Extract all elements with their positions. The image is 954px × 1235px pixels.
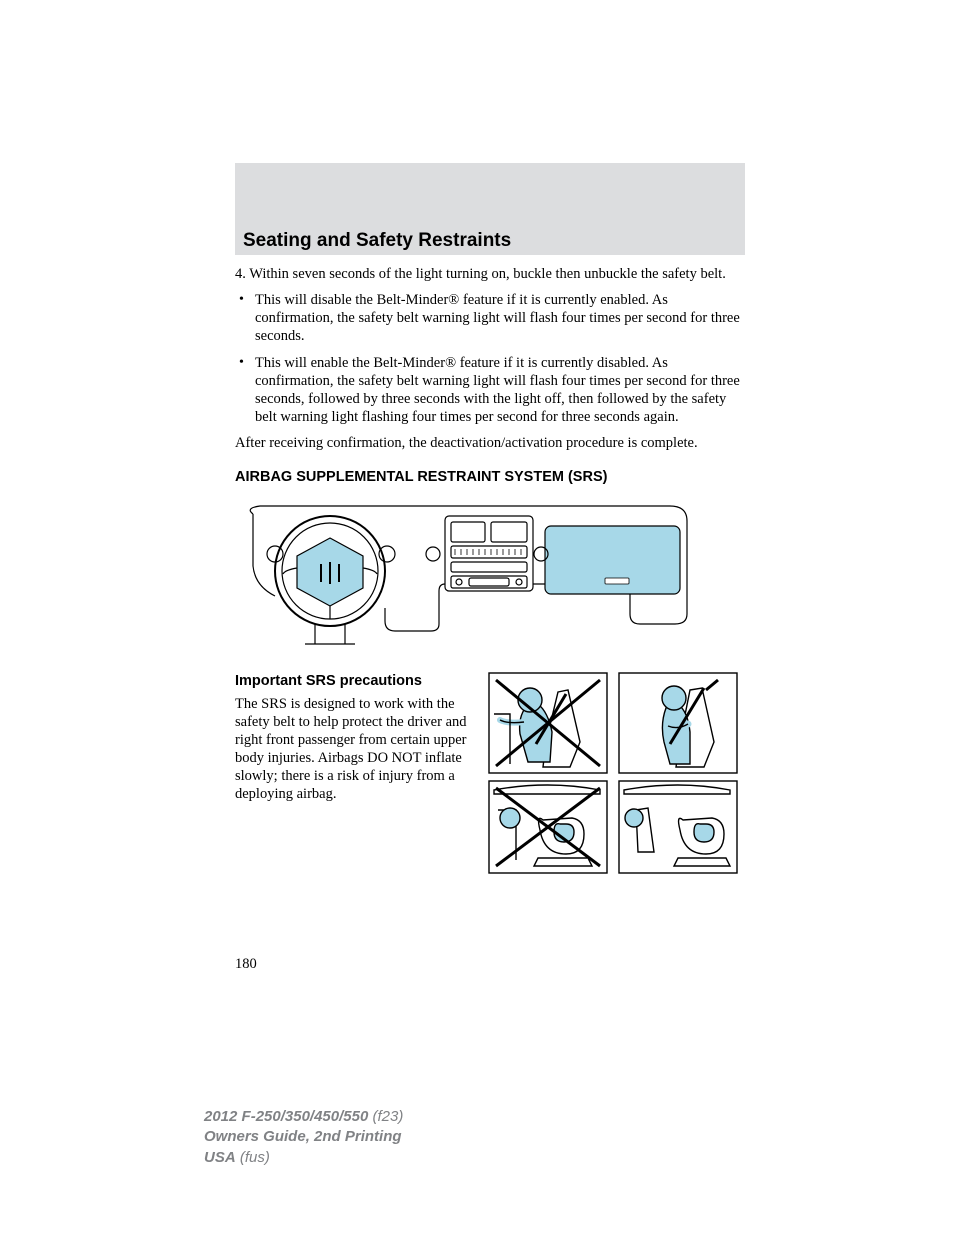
page-number: 180 — [235, 956, 257, 973]
section-heading-srs: AIRBAG SUPPLEMENTAL RESTRAINT SYSTEM (SR… — [235, 468, 745, 486]
bullet-disable: This will disable the Belt-Minder® featu… — [235, 291, 745, 345]
body-column: 4. Within seven seconds of the light tur… — [235, 265, 745, 882]
paragraph-confirm: After receiving confirmation, the deacti… — [235, 434, 745, 452]
bullet-enable: This will enable the Belt-Minder® featur… — [235, 354, 745, 427]
footer-code2: (fus) — [236, 1149, 270, 1166]
footer-region: USA — [204, 1149, 236, 1166]
dashboard-illustration — [235, 496, 695, 651]
srs-precaution-illustrations — [488, 672, 738, 882]
page-title: Seating and Safety Restraints — [243, 230, 511, 252]
bullet-list: This will disable the Belt-Minder® featu… — [235, 291, 745, 426]
srs-paragraph: The SRS is designed to work with the saf… — [235, 695, 470, 804]
footer: 2012 F-250/350/450/550 (f23) Owners Guid… — [204, 1107, 403, 1168]
page: Seating and Safety Restraints 4. Within … — [0, 0, 954, 1235]
srs-row: Important SRS precautions The SRS is des… — [235, 672, 745, 882]
srs-text-block: Important SRS precautions The SRS is des… — [235, 672, 470, 882]
paragraph-step4: 4. Within seven seconds of the light tur… — [235, 265, 745, 283]
srs-subheading: Important SRS precautions — [235, 672, 470, 690]
footer-line-2: Owners Guide, 2nd Printing — [204, 1127, 403, 1147]
footer-model: 2012 F-250/350/450/550 — [204, 1108, 368, 1125]
footer-line-3: USA (fus) — [204, 1148, 403, 1168]
footer-line-1: 2012 F-250/350/450/550 (f23) — [204, 1107, 403, 1127]
footer-code1: (f23) — [368, 1108, 403, 1125]
